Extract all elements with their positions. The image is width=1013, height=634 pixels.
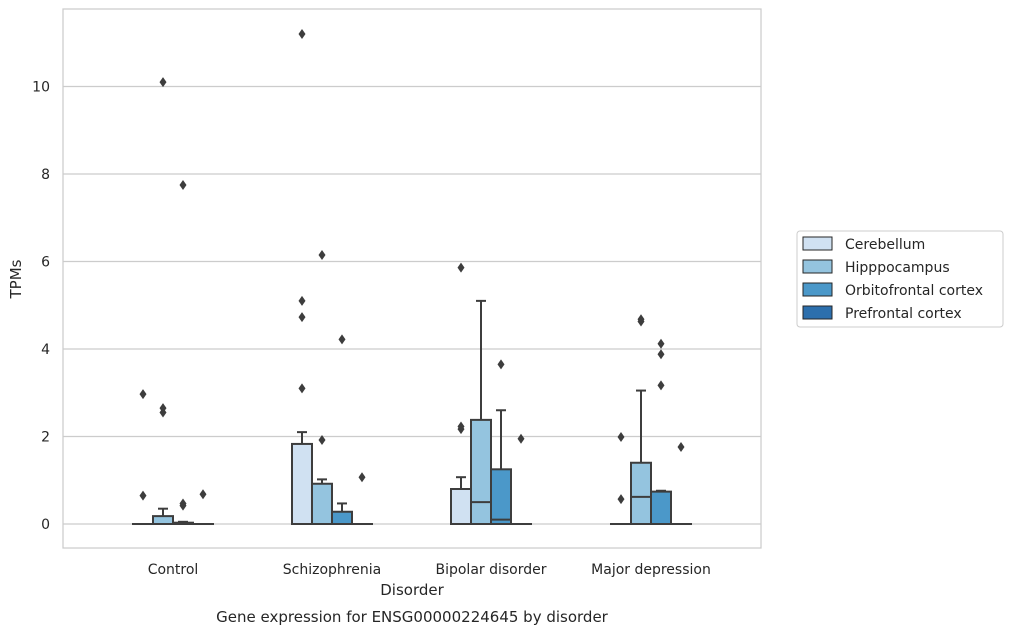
outlier-point	[617, 494, 625, 505]
outlier-point	[298, 29, 306, 39]
outlier-point	[139, 490, 147, 501]
y-tick-label: 2	[41, 430, 50, 446]
outlier-point	[139, 389, 147, 400]
outlier-point	[677, 442, 685, 452]
box-body	[650, 490, 672, 525]
box-body	[311, 482, 333, 525]
legend: Cerebellum Hipppocampus Orbitofrontal cort…	[796, 230, 1004, 328]
box-cerebellum-0	[132, 389, 154, 526]
outlier-point	[199, 489, 207, 500]
box-hipppocampus-1	[311, 249, 333, 525]
box-cerebellum-1	[291, 29, 313, 525]
y-tick-label: 0	[41, 517, 50, 533]
outlier-point	[457, 262, 465, 273]
x-tick-label: Bipolar disorder	[435, 562, 546, 578]
box-orbitofrontal-cortex-2	[490, 359, 512, 525]
y-tick-label: 8	[41, 167, 50, 183]
box-body	[490, 468, 512, 525]
box-cerebellum-2	[450, 262, 472, 525]
outlier-point	[358, 472, 366, 483]
x-axis-label: Disorder	[380, 581, 444, 599]
x-tick-labels: Control Schizophrenia Bipolar disorder Majo…	[148, 562, 711, 578]
outlier-point	[159, 403, 167, 414]
outlier-point	[298, 295, 306, 306]
box-orbitofrontal-cortex-3	[650, 338, 672, 525]
legend-label: Cerebellum	[845, 237, 925, 253]
x-tick-label: Control	[148, 562, 199, 578]
legend-swatch	[802, 305, 833, 320]
legend-swatch	[802, 236, 833, 251]
outlier-point	[159, 77, 167, 88]
legend-label: Prefrontal cortex	[845, 306, 962, 322]
box-hipppocampus-2	[470, 299, 492, 525]
box-prefrontal-cortex-1	[351, 472, 373, 526]
legend-swatch	[802, 282, 833, 297]
outlier-point	[179, 179, 187, 190]
outlier-point	[457, 421, 465, 432]
outlier-point	[298, 383, 306, 394]
box-body	[152, 515, 174, 525]
box-prefrontal-cortex-3	[670, 442, 692, 526]
box-hipppocampus-0	[152, 77, 174, 525]
box-body	[331, 510, 353, 525]
y-tick-label: 6	[41, 255, 50, 271]
box-prefrontal-cortex-2	[510, 433, 532, 526]
box-body	[291, 442, 313, 525]
box-body	[630, 461, 652, 525]
box-cerebellum-3	[610, 431, 632, 526]
grid-lines	[63, 85, 761, 525]
x-tick-label: Major depression	[591, 562, 711, 578]
outlier-point	[318, 435, 326, 445]
y-tick-labels: 0 2 4 6 8 10	[32, 80, 50, 534]
y-tick-label: 10	[32, 80, 50, 96]
outlier-point	[179, 498, 187, 509]
box-prefrontal-cortex-0	[192, 489, 214, 526]
outlier-point	[318, 249, 326, 260]
outlier-point	[657, 380, 665, 391]
legend-frame	[796, 230, 1004, 328]
outlier-point	[497, 359, 505, 370]
legend-label: Hipppocampus	[845, 260, 950, 276]
outlier-point	[338, 334, 346, 345]
x-tick-label: Schizophrenia	[283, 562, 381, 578]
outlier-point	[617, 431, 625, 442]
chart-caption: Gene expression for ENSG00000224645 by d…	[216, 608, 609, 626]
y-axis-label: TPMs	[7, 259, 25, 299]
outlier-point	[517, 433, 525, 444]
axes-frame	[62, 8, 762, 549]
box-hipppocampus-3	[630, 314, 652, 525]
box-orbitofrontal-cortex-0	[172, 179, 194, 525]
plot-area	[132, 29, 692, 526]
outlier-point	[657, 349, 665, 360]
y-tick-label: 4	[41, 342, 50, 358]
legend-swatch	[802, 259, 833, 274]
legend-label: Orbitofrontal cortex	[845, 283, 983, 299]
outlier-point	[657, 338, 665, 349]
box-body	[450, 488, 472, 525]
box-body	[470, 418, 492, 525]
outlier-point	[298, 312, 306, 323]
box-orbitofrontal-cortex-1	[331, 334, 353, 525]
outlier-point	[637, 314, 645, 325]
